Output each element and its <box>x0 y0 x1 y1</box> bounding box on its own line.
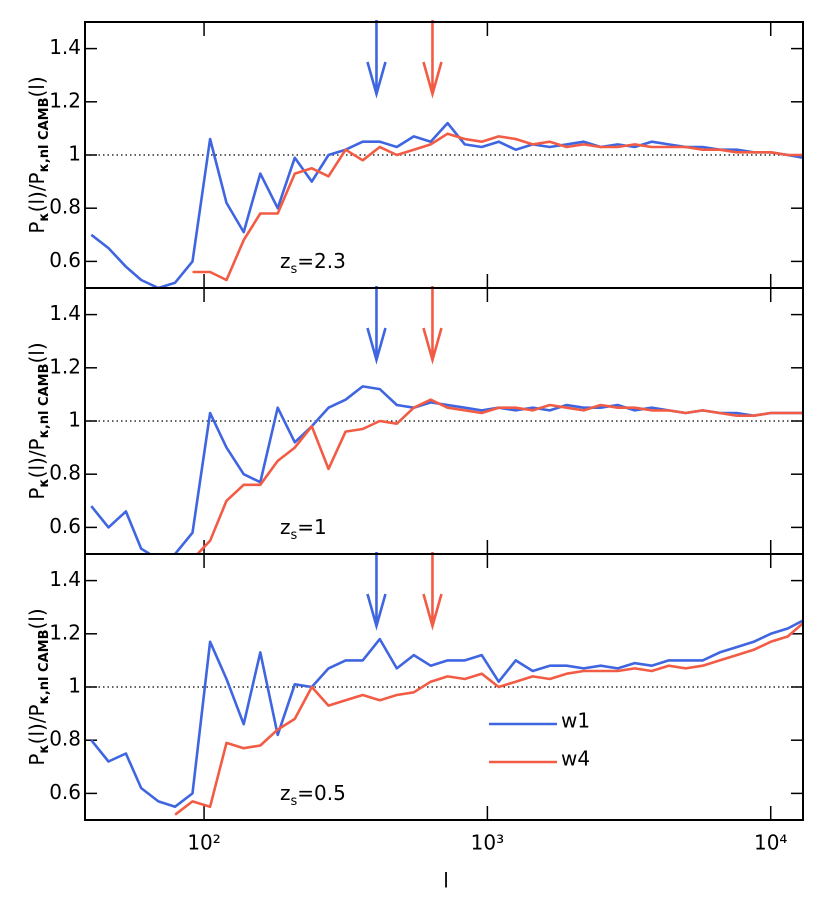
marker-arrow <box>366 20 387 99</box>
y-axis-label: Pκ(l)/Pκ,nl CAMB(l) <box>25 608 52 765</box>
y-label-part: (l)/P <box>25 438 49 478</box>
data-line <box>192 132 803 282</box>
marker-arrow <box>422 20 443 99</box>
plot-frame <box>84 553 804 821</box>
plot-frame <box>84 21 804 289</box>
y-tick-label: 1.4 <box>49 301 81 325</box>
annotation-part: z <box>280 515 291 539</box>
marker-arrow <box>422 286 443 365</box>
y-label-part: (l)/P <box>25 704 49 744</box>
y-label-part: P <box>25 222 49 234</box>
legend-label: w4 <box>561 747 590 771</box>
panel: 0.6 0.8 1 1.2 1.4 Pκ(l)/Pκ,nl CAMB(l) zs=2.3 <box>25 20 804 289</box>
x-tick-label: 10⁴ <box>754 831 787 855</box>
y-axis-label: Pκ(l)/Pκ,nl CAMB(l) <box>25 342 52 499</box>
data-line <box>90 619 803 808</box>
legend-label: w1 <box>561 709 590 733</box>
y-tick-label: 1 <box>68 408 81 432</box>
y-label-part: (l) <box>25 76 49 97</box>
y-tick-label: 1.2 <box>49 354 81 378</box>
y-label-part: (l) <box>25 342 49 363</box>
annotation-part: =1 <box>297 515 326 539</box>
y-label-part: P <box>25 754 49 766</box>
y-label-subscript: κ,nl CAMB <box>37 98 52 173</box>
annotation: zs=2.3 <box>280 249 346 277</box>
x-axis-label: l <box>443 869 449 893</box>
panel: 0.6 0.8 1 1.2 1.4 Pκ(l)/Pκ,nl CAMB(l) zs=1 <box>25 286 804 555</box>
x-tick-label: 10² <box>187 831 220 855</box>
y-label-subscript: κ,nl CAMB <box>37 630 52 705</box>
marker-arrow <box>422 552 443 631</box>
annotation-subscript: s <box>291 528 298 543</box>
y-tick-label: 1.4 <box>49 35 81 59</box>
y-tick-label: 0.8 <box>49 461 81 485</box>
annotation-part: z <box>280 781 291 805</box>
annotation-subscript: s <box>291 262 298 277</box>
y-tick-label: 1.4 <box>49 567 81 591</box>
series-group <box>90 121 803 288</box>
annotation-part: =0.5 <box>297 781 346 805</box>
data-line <box>195 398 803 554</box>
marker-arrow <box>366 286 387 365</box>
y-tick-label: 1 <box>68 142 81 166</box>
y-tick-label: 0.6 <box>49 514 81 538</box>
annotation-part: =2.3 <box>297 249 346 273</box>
y-tick-label: 1.2 <box>49 88 81 112</box>
panel: 0.6 0.8 1 1.2 1.4 10² 10³ 10⁴ Pκ(l)/Pκ,nl CAMB(l… <box>25 552 804 893</box>
y-label-part: (l) <box>25 608 49 629</box>
x-tick-label: 10³ <box>471 831 504 855</box>
y-tick-label: 1.2 <box>49 620 81 644</box>
y-tick-label: 0.6 <box>49 780 81 804</box>
data-line <box>174 622 803 816</box>
marker-arrow <box>366 552 387 631</box>
y-tick-label: 0.8 <box>49 195 81 219</box>
y-tick-label: 0.8 <box>49 727 81 751</box>
y-tick-label: 1 <box>68 674 81 698</box>
y-label-subscript: κ <box>37 744 52 753</box>
y-tick-label: 0.6 <box>49 248 81 272</box>
series-group <box>90 619 803 816</box>
y-label-part: P <box>25 488 49 500</box>
annotation-part: z <box>280 249 291 273</box>
series-group <box>90 385 803 554</box>
y-axis-label: Pκ(l)/Pκ,nl CAMB(l) <box>25 76 52 233</box>
annotation: zs=0.5 <box>280 781 346 809</box>
y-label-subscript: κ,nl CAMB <box>37 364 52 439</box>
annotation: zs=1 <box>280 515 327 543</box>
y-label-part: (l)/P <box>25 172 49 212</box>
y-label-subscript: κ <box>37 212 52 221</box>
annotation-subscript: s <box>291 794 298 809</box>
y-label-subscript: κ <box>37 478 52 487</box>
plot-frame <box>84 287 804 555</box>
